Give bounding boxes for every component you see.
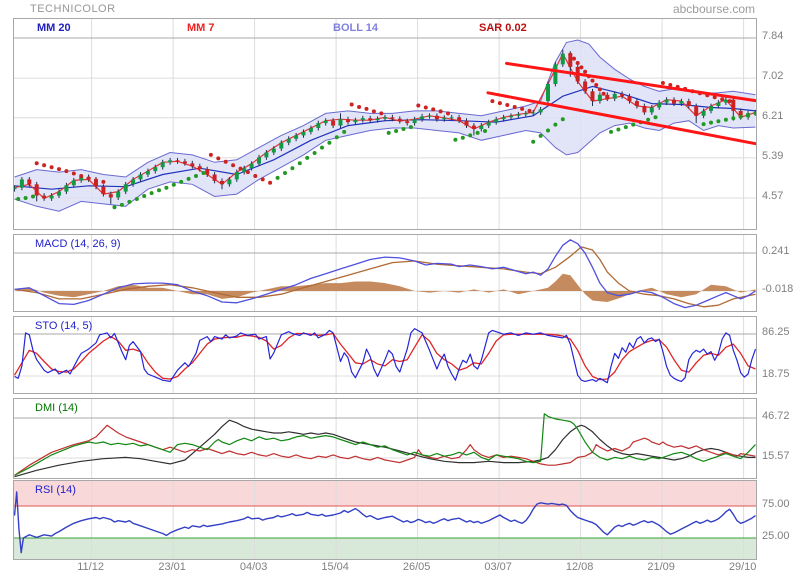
- x-tick-label: 11/12: [77, 561, 104, 573]
- x-tick-label: 26/05: [402, 561, 431, 573]
- legend-boll14: BOLL 14: [333, 22, 379, 34]
- rsi-panel: RSI (14): [13, 480, 757, 560]
- x-tick-label: 29/10: [728, 561, 757, 573]
- rsi-y-axis-label: 25.00: [762, 530, 790, 542]
- indicator-legend: MM 20 MM 7 BOLL 14 SAR 0.02: [14, 19, 756, 38]
- rsi-plot: [14, 481, 756, 559]
- dmi-panel: DMI (14): [13, 398, 757, 479]
- macd-plot: [14, 235, 756, 311]
- legend-sar: SAR 0.02: [479, 22, 527, 34]
- x-tick-label: 04/03: [239, 561, 268, 573]
- x-tick-label: 23/01: [158, 561, 186, 573]
- price-y-axis-label: 5.39: [762, 149, 784, 162]
- sto-y-axis-label: 18.75: [762, 368, 790, 380]
- price-y-axis-label: 7.02: [762, 70, 784, 83]
- page-title: TECHNICOLOR: [30, 3, 116, 15]
- dmi-y-axis-label: 15.57: [762, 450, 790, 462]
- sto-y-axis-label: 86.25: [762, 326, 790, 338]
- price-y-axis-label: 4.57: [762, 190, 784, 202]
- rsi-label: RSI (14): [35, 484, 76, 496]
- x-tick-label: 12/08: [565, 561, 594, 573]
- macd-label: MACD (14, 26, 9): [35, 238, 121, 250]
- watermark-abcbourse: abcbourse.com: [672, 2, 755, 16]
- stochastic-label: STO (14, 5): [35, 320, 93, 332]
- x-tick-label: 03/07: [484, 561, 512, 573]
- x-tick-label: 15/04: [321, 561, 349, 573]
- x-tick-label: 21/09: [647, 561, 675, 573]
- macd-y-axis-label: -0.018: [762, 283, 794, 295]
- dmi-y-axis-label: 46.72: [762, 410, 790, 422]
- stochastic-panel: STO (14, 5): [13, 316, 757, 394]
- dmi-label: DMI (14): [35, 402, 78, 414]
- x-axis-labels: 11/12 23/01 04/03 15/04 26/05 03/07 12/08 21/09…: [0, 561, 800, 577]
- legend-mm20: MM 20: [37, 22, 71, 34]
- dmi-plot: [14, 399, 756, 478]
- price-y-axis-label: 7.84: [762, 30, 784, 42]
- price-y-axis-label: 6.21: [762, 109, 784, 122]
- legend-mm7: MM 7: [187, 22, 215, 34]
- rsi-y-axis-label: 75.00: [762, 498, 790, 510]
- macd-panel: MACD (14, 26, 9): [13, 234, 757, 312]
- price-plot: [14, 19, 756, 229]
- price-panel: MM 20 MM 7 BOLL 14 SAR 0.02: [13, 18, 757, 230]
- macd-y-axis-label: 0.241: [762, 245, 790, 257]
- sto-plot: [14, 317, 756, 393]
